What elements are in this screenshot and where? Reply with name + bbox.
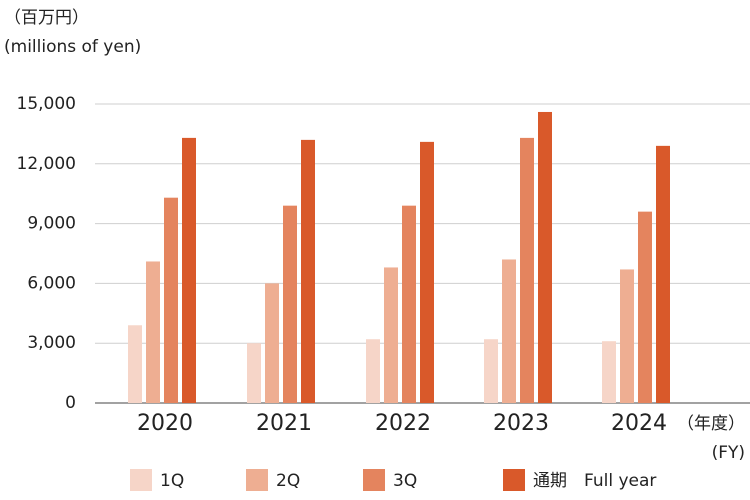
- y-tick-label: 15,000: [17, 94, 76, 114]
- bar: [520, 137, 534, 404]
- bar: [602, 341, 616, 403]
- bar: [402, 205, 416, 403]
- legend-swatch: [130, 469, 152, 491]
- legend-label: 1Q: [160, 471, 184, 491]
- unit-label-en: (millions of yen): [4, 37, 141, 57]
- y-tick-label: 0: [65, 393, 76, 413]
- x-label-en: (FY): [712, 443, 745, 463]
- y-tick-label: 9,000: [27, 214, 76, 234]
- bar: [182, 137, 196, 404]
- y-tick-label: 12,000: [17, 154, 76, 174]
- bar: [620, 269, 634, 403]
- bar: [164, 197, 178, 403]
- bar: [502, 259, 516, 403]
- bar: [265, 283, 279, 403]
- bar: [538, 111, 552, 404]
- legend-swatch: [503, 469, 525, 491]
- legend-label: 通期 Full year: [533, 471, 656, 491]
- x-tick-label: 2024: [611, 411, 667, 436]
- legend-swatch: [363, 469, 385, 491]
- y-tick-label: 6,000: [27, 273, 76, 293]
- x-tick-label: 2020: [137, 411, 193, 436]
- bar: [247, 343, 261, 403]
- bar: [656, 145, 670, 404]
- x-tick-label: 2021: [256, 411, 312, 436]
- bar: [420, 141, 434, 403]
- bar: [283, 205, 297, 403]
- x-tick-label: 2022: [375, 411, 431, 436]
- x-tick-label: 2023: [493, 411, 549, 436]
- bar: [384, 267, 398, 403]
- legend-label: 2Q: [276, 471, 300, 491]
- x-label: （年度）: [677, 414, 745, 434]
- bar: [146, 261, 160, 403]
- legend-swatch: [246, 469, 268, 491]
- bar: [128, 325, 142, 403]
- bar: [301, 139, 315, 403]
- bar: [366, 339, 380, 403]
- y-tick-label: 3,000: [27, 333, 76, 353]
- legend-label: 3Q: [393, 471, 417, 491]
- bar: [484, 339, 498, 403]
- unit-label: （百万円）: [4, 8, 89, 28]
- bar: [638, 211, 652, 403]
